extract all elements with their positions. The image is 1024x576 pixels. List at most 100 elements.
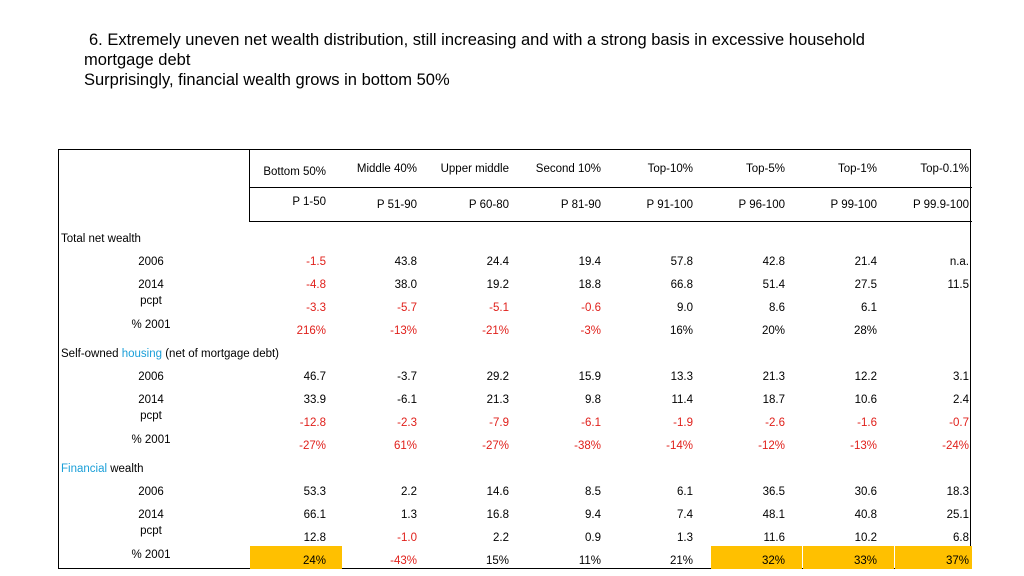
header-percentile-7: P 99-100	[830, 199, 877, 211]
title-line-3: Surprisingly, financial wealth grows in …	[84, 71, 450, 89]
value-cell: 3.1	[953, 371, 969, 383]
section-label-1: Total net wealth	[61, 233, 141, 245]
value-cell: 66.1	[303, 509, 326, 521]
value-cell: 16.8	[486, 509, 509, 521]
value-cell: -38%	[574, 440, 601, 452]
header-group-3: Upper middle	[440, 163, 509, 175]
value-cell: 19.4	[578, 256, 601, 268]
value-cell: 9.4	[585, 509, 601, 521]
value-cell: -0.6	[581, 302, 601, 314]
value-cell: 51.4	[762, 279, 785, 291]
value-cell: -2.3	[397, 417, 417, 429]
value-cell: 9.0	[677, 302, 693, 314]
header-percentile-3: P 60-80	[468, 199, 509, 211]
value-cell: 15%	[485, 555, 509, 567]
row-label: % 2001	[131, 434, 171, 446]
value-cell: -27%	[482, 440, 509, 452]
header-group-2: Middle 40%	[356, 163, 417, 175]
value-cell: -1.5	[306, 256, 326, 268]
row-label: pcpt	[140, 410, 162, 422]
row-label: 2014	[138, 509, 164, 521]
header-percentile-4: P 81-90	[560, 199, 601, 211]
value-cell: 1.3	[401, 509, 417, 521]
value-cell: -13%	[390, 325, 417, 337]
value-cell: 21.3	[762, 371, 785, 383]
value-cell: -7.9	[489, 417, 509, 429]
wealth-table: Bottom 50% Middle 40% Upper middle Second 1…	[58, 149, 972, 569]
value-cell: 9.8	[585, 394, 601, 406]
value-cell: 16%	[669, 325, 693, 337]
value-cell: -1.0	[397, 532, 417, 544]
header-percentile-6: P 96-100	[738, 199, 785, 211]
section-label-part: wealth	[107, 463, 144, 475]
row-label: pcpt	[140, 525, 162, 537]
value-cell: 29.2	[486, 371, 509, 383]
value-cell: 20%	[761, 325, 785, 337]
section-label-3: Financial wealth	[61, 462, 143, 476]
value-cell: 13.3	[670, 371, 693, 383]
value-cell: 14.6	[486, 486, 509, 498]
value-cell: 28%	[853, 325, 877, 337]
row-label: 2006	[138, 371, 164, 383]
section-label-part: housing	[121, 348, 163, 360]
row-label: % 2001	[131, 319, 171, 331]
value-cell: 11.6	[763, 532, 785, 544]
value-cell: 8.5	[585, 486, 601, 498]
value-cell: 21.3	[486, 394, 509, 406]
section-label-2: Self-owned housing (net of mortgage debt…	[61, 347, 279, 361]
header-group-5: Top-10%	[647, 163, 693, 175]
value-cell: 8.6	[769, 302, 785, 314]
section-label-part: Self-owned	[61, 348, 122, 360]
header-percentile-8: P 99.9-100	[912, 199, 969, 211]
value-cell: -13%	[850, 440, 877, 452]
value-cell: 32%	[761, 555, 785, 567]
header-separator	[249, 187, 972, 188]
header-group-4: Second 10%	[535, 163, 601, 175]
value-cell: 57.8	[670, 256, 693, 268]
value-cell: -2.6	[765, 417, 785, 429]
value-cell: -3.7	[397, 371, 417, 383]
label-column-border	[249, 150, 250, 221]
value-cell: 42.8	[762, 256, 785, 268]
value-cell: -6.1	[581, 417, 601, 429]
value-cell: -3%	[580, 325, 601, 337]
value-cell: 48.1	[762, 509, 785, 521]
value-cell: 18.8	[578, 279, 601, 291]
value-cell: 36.5	[762, 486, 785, 498]
value-cell: 12.8	[303, 532, 326, 544]
value-cell: -1.9	[673, 417, 693, 429]
value-cell: -21%	[482, 325, 509, 337]
value-cell: 11.5	[947, 279, 969, 291]
slide-title: 6. Extremely uneven net wealth distribut…	[84, 30, 984, 90]
value-cell: 53.3	[303, 486, 326, 498]
value-cell: 18.7	[762, 394, 785, 406]
header-group-7: Top-1%	[838, 163, 877, 175]
value-cell: 21.4	[854, 256, 877, 268]
header-bottom-border	[249, 221, 972, 222]
header-percentile-5: P 91-100	[646, 199, 693, 211]
value-cell: 46.7	[303, 371, 326, 383]
value-cell: -1.6	[857, 417, 877, 429]
value-cell: 10.6	[854, 394, 877, 406]
value-cell: -27%	[299, 440, 326, 452]
value-cell: -4.8	[306, 279, 326, 291]
value-cell: 66.8	[670, 279, 693, 291]
value-cell: 18.3	[946, 486, 969, 498]
section-label-part: Financial	[61, 463, 108, 475]
row-label: 2006	[138, 486, 164, 498]
value-cell: n.a.	[949, 256, 969, 268]
value-cell: 25.1	[946, 509, 969, 521]
value-cell: 15.9	[578, 371, 601, 383]
value-cell: 6.8	[953, 532, 969, 544]
value-cell: -43%	[390, 555, 417, 567]
value-cell: 2.2	[493, 532, 509, 544]
value-cell: 10.2	[854, 532, 877, 544]
value-cell: 24.4	[486, 256, 509, 268]
value-cell: 12.2	[854, 371, 877, 383]
value-cell: 19.2	[486, 279, 509, 291]
value-cell: 37%	[945, 555, 969, 567]
value-cell: 43.8	[394, 256, 417, 268]
value-cell: 40.8	[854, 509, 877, 521]
value-cell: 6.1	[861, 302, 877, 314]
row-label: pcpt	[140, 295, 162, 307]
